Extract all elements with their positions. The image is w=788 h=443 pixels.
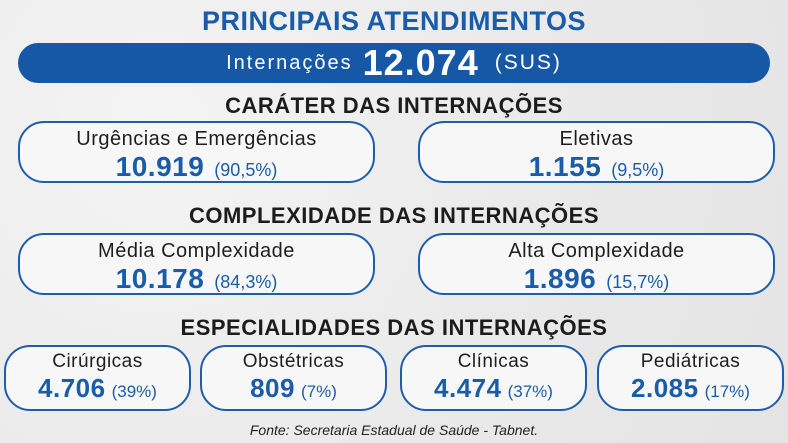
source-note: Fonte: Secretaria Estadual de Saúde - Ta… [249, 422, 539, 438]
banner-suffix: (SUS) [494, 51, 562, 74]
card-label: Pediátricas [640, 351, 741, 372]
card-label: Obstétricas [242, 351, 345, 372]
card-value: 4.474 [434, 373, 502, 403]
card-alta-complexidade: Alta Complexidade 1.896 (15,7%) [418, 233, 775, 295]
card-percent: (17%) [704, 382, 750, 401]
card-urgencias: Urgências e Emergências 10.919 (90,5%) [18, 121, 375, 183]
card-label: Clínicas [457, 351, 530, 372]
card-value: 809 [250, 373, 295, 403]
internacoes-banner: Internações 12.074 (SUS) [18, 42, 770, 83]
section-heading-carater: CARÁTER DAS INTERNAÇÕES [225, 93, 563, 118]
card-percent: (84,3%) [214, 272, 278, 292]
card-eletivas: Eletivas 1.155 (9,5%) [418, 121, 775, 183]
card-label: Alta Complexidade [508, 240, 685, 262]
page-title: PRINCIPAIS ATENDIMENTOS [201, 6, 587, 36]
card-value: 10.919 [115, 151, 205, 182]
section-heading-complexidade: COMPLEXIDADE DAS INTERNAÇÕES [188, 203, 600, 228]
card-pediatricas: Pediátricas 2.085 (17%) [597, 345, 784, 411]
banner-value: 12.074 [362, 42, 479, 83]
card-label: Urgências e Emergências [76, 128, 317, 150]
banner-label: Internações [226, 51, 353, 74]
card-media-complexidade: Média Complexidade 10.178 (84,3%) [18, 233, 375, 295]
card-obstetricas: Obstétricas 809 (7%) [200, 345, 387, 411]
card-percent: (37%) [507, 382, 553, 401]
card-percent: (39%) [111, 382, 157, 401]
card-value: 1.896 [523, 263, 597, 294]
card-percent: (90,5%) [214, 160, 278, 180]
card-label: Cirúrgicas [52, 351, 143, 372]
card-clinicas: Clínicas 4.474 (37%) [400, 345, 587, 411]
card-value: 4.706 [38, 373, 106, 403]
card-label: Média Complexidade [98, 240, 295, 262]
card-percent: (7%) [300, 382, 337, 401]
section-heading-especialidades: ESPECIALIDADES DAS INTERNAÇÕES [180, 315, 608, 340]
card-label: Eletivas [559, 128, 634, 150]
card-cirurgicas: Cirúrgicas 4.706 (39%) [4, 345, 191, 411]
card-percent: (9,5%) [611, 160, 665, 180]
card-value: 10.178 [115, 263, 205, 294]
card-value: 2.085 [631, 373, 699, 403]
card-percent: (15,7%) [606, 272, 670, 292]
card-value: 1.155 [528, 151, 602, 182]
